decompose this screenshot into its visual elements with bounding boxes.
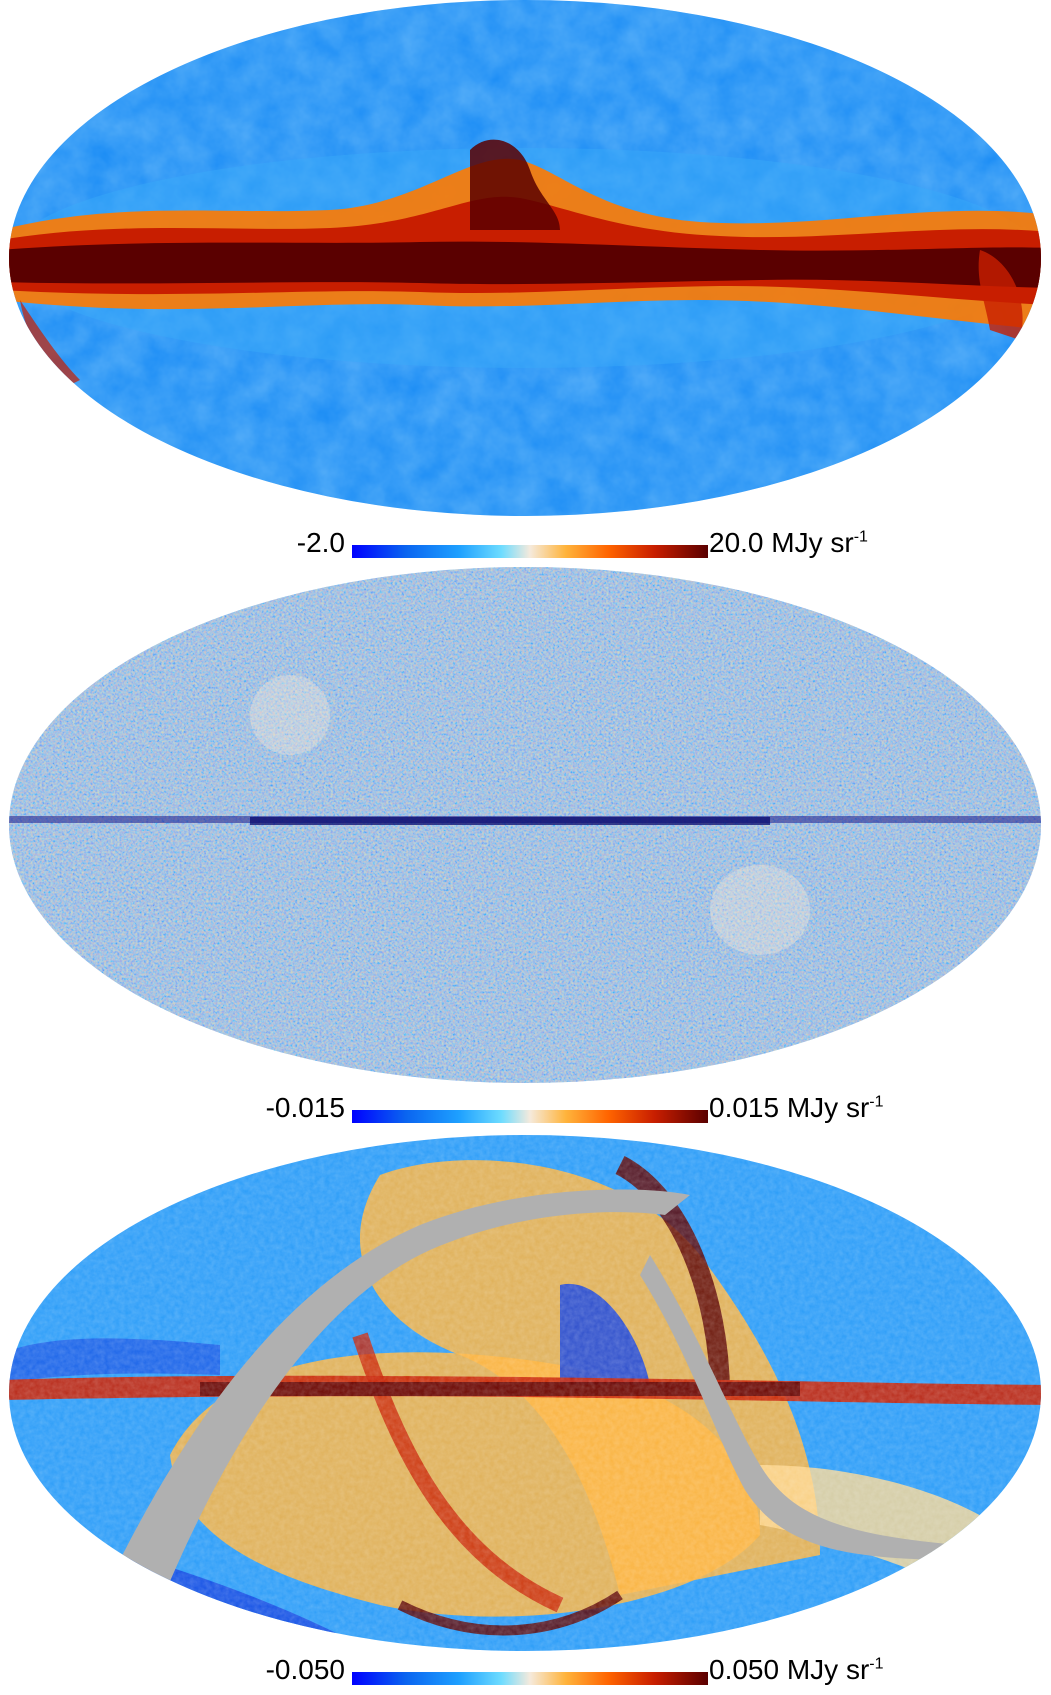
colorbar-1: -2.0 20.0 MJy sr-1 [0, 525, 1051, 565]
colorbar-gradient [352, 1110, 708, 1123]
colorbar-gradient [352, 1672, 708, 1685]
colorbar-3: -0.050 0.050 MJy sr-1 [0, 1652, 1051, 1692]
map-panel-2: -0.015 0.015 MJy sr-1 [0, 565, 1051, 1125]
colorbar-max-label: 0.015 MJy sr-1 [709, 1092, 884, 1123]
allsky-map-1 [9, 0, 1041, 516]
colorbar-gradient [352, 545, 708, 558]
colorbar-max-label: 20.0 MJy sr-1 [709, 527, 868, 558]
map-panel-3: -0.050 0.050 MJy sr-1 [0, 1135, 1051, 1695]
colorbar-min-label: -0.050 [265, 1654, 345, 1685]
allsky-map-2 [9, 567, 1041, 1083]
colorbar-min-label: -2.0 [296, 527, 345, 558]
map-panel-1: -2.0 20.0 MJy sr-1 [0, 0, 1051, 558]
colorbar-min-label: -0.015 [265, 1092, 345, 1123]
allsky-map-3 [9, 1135, 1041, 1651]
colorbar-max-label: 0.050 MJy sr-1 [709, 1654, 884, 1685]
colorbar-2: -0.015 0.015 MJy sr-1 [0, 1090, 1051, 1130]
